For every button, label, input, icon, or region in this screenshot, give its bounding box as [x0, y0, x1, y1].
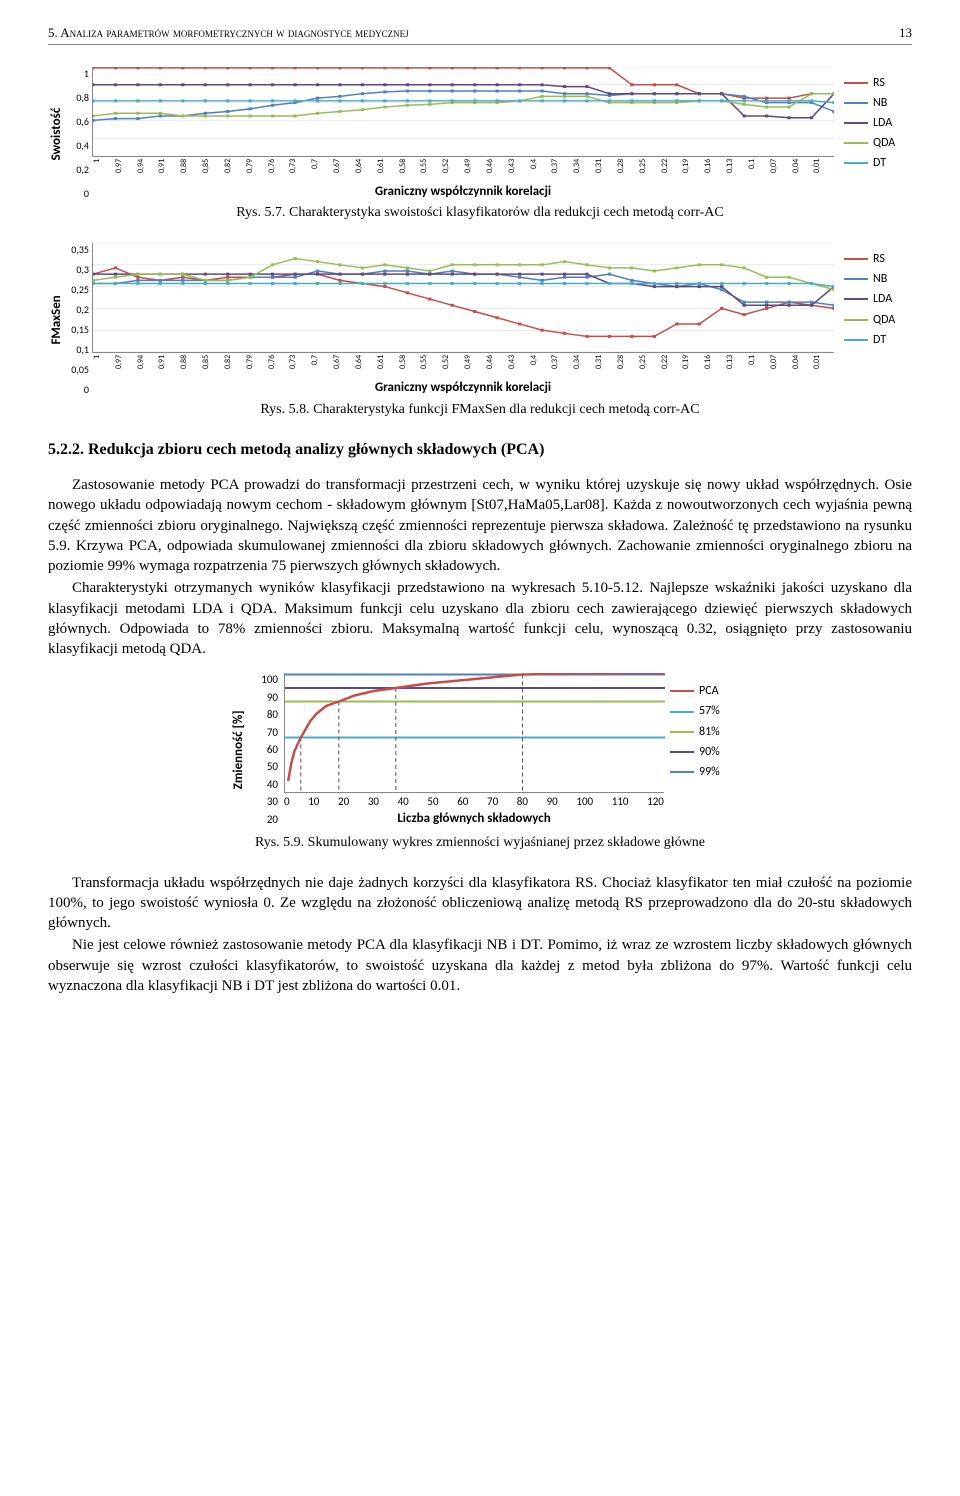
chart2-ylabel: FMaxSen	[48, 243, 66, 397]
chart2-yticks: 0,350,30,250,20,150,10,050	[66, 243, 92, 397]
chart1-xlabel: Graniczny współczynnik korelacji	[92, 183, 834, 201]
chart-swoistosc: Swoistość 10,80,60,40,20 10,970,940,910,…	[48, 67, 912, 201]
chart1-legend: RS NB LDA QDA DT	[844, 67, 912, 176]
chart2-legend: RS NB LDA QDA DT	[844, 243, 912, 352]
legend-item-DT: DT	[844, 155, 912, 171]
page-header: 5. Analiza parametrów morfometrycznych w…	[48, 24, 912, 45]
pca-caption: Rys. 5.9. Skumulowany wykres zmienności …	[48, 834, 912, 853]
legend-item-DT: DT	[844, 332, 912, 348]
pca-ylabel: Zmienność [%]	[230, 673, 248, 827]
paragraph-2: Charakterystyki otrzymanych wyników klas…	[48, 578, 912, 659]
legend-item-81pct: 81%	[670, 724, 730, 740]
legend-item-RS: RS	[844, 75, 912, 91]
legend-item-NB: NB	[844, 271, 912, 287]
legend-item-90pct: 90%	[670, 744, 730, 760]
pca-xlabel: Liczba głównych składowych	[284, 810, 664, 828]
chart1-ylabel: Swoistość	[48, 67, 66, 201]
pca-xticks: 0102030405060708090100110120	[284, 795, 664, 810]
legend-item-PCA: PCA	[670, 683, 730, 699]
legend-item-QDA: QDA	[844, 135, 912, 151]
paragraph-1: Zastosowanie metody PCA prowadzi do tran…	[48, 475, 912, 576]
chart1-plot	[92, 67, 834, 157]
chart2-plot	[92, 243, 834, 353]
chart1-xticks: 10,970,940,910,880,850,820,790,760,730,7…	[92, 159, 834, 181]
chart2-xlabel: Graniczny współczynnik korelacji	[92, 379, 834, 397]
legend-item-57pct: 57%	[670, 703, 730, 719]
header-title: 5. Analiza parametrów morfometrycznych w…	[48, 24, 409, 42]
legend-item-NB: NB	[844, 95, 912, 111]
legend-item-RS: RS	[844, 251, 912, 267]
paragraph-3: Transformacja układu współrzędnych nie d…	[48, 873, 912, 934]
chart-fmaxsen: FMaxSen 0,350,30,250,20,150,10,050 10,97…	[48, 243, 912, 397]
pca-plot	[284, 673, 664, 793]
pca-yticks: 1009080706050403020	[254, 673, 278, 827]
pca-legend: PCA 57% 81% 90% 99%	[670, 673, 730, 827]
pca-chart: Zmienność [%] 1009080706050403020 010203…	[48, 673, 912, 827]
legend-item-QDA: QDA	[844, 312, 912, 328]
chart1-caption: Rys. 5.7. Charakterystyka swoistości kla…	[48, 204, 912, 223]
legend-item-LDA: LDA	[844, 291, 912, 307]
section-heading: 5.2.2. Redukcja zbioru cech metodą anali…	[48, 439, 912, 461]
chart2-xticks: 10,970,940,910,880,850,820,790,760,730,7…	[92, 355, 834, 377]
legend-item-LDA: LDA	[844, 115, 912, 131]
paragraph-4: Nie jest celowe również zastosowanie met…	[48, 935, 912, 996]
header-page: 13	[899, 24, 912, 42]
chart1-yticks: 10,80,60,40,20	[66, 67, 92, 201]
legend-item-99pct: 99%	[670, 764, 730, 780]
chart2-caption: Rys. 5.8. Charakterystyka funkcji FMaxSe…	[48, 401, 912, 420]
